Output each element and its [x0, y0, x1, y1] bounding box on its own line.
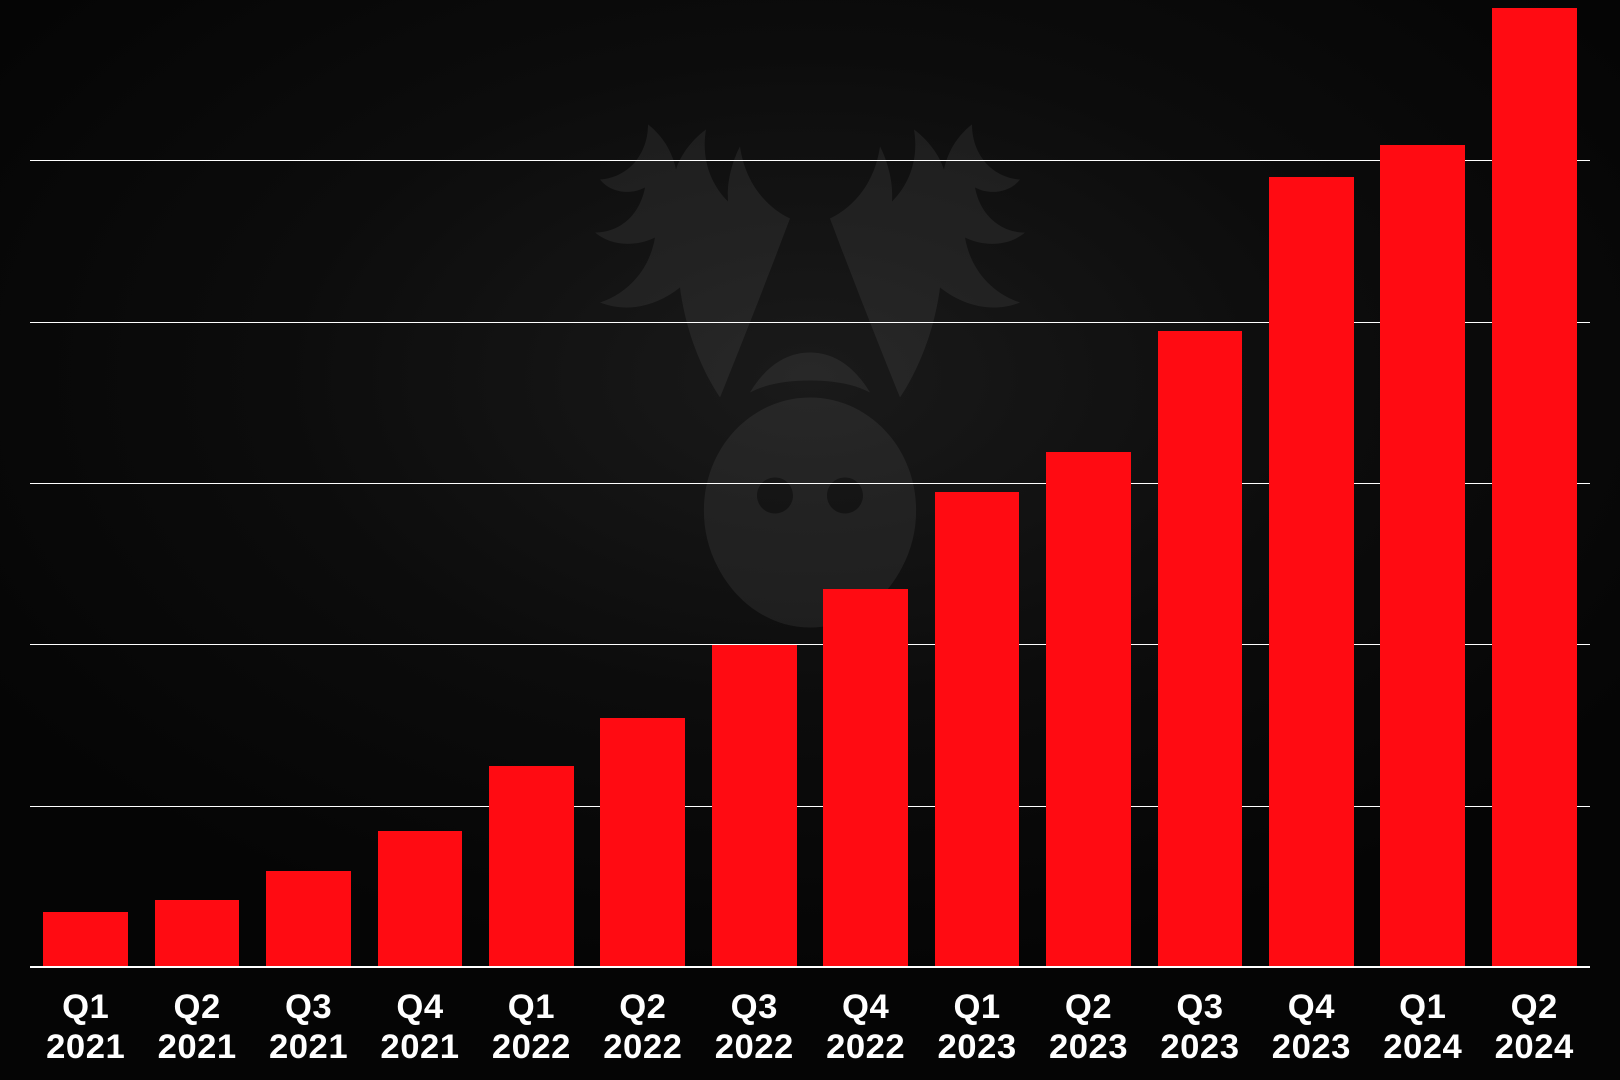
x-axis-label: Q42021: [364, 988, 475, 1068]
x-axis-label: Q32021: [253, 988, 364, 1068]
bar: [1046, 452, 1131, 968]
x-axis-label: Q12021: [30, 988, 141, 1068]
label-year: 2023: [921, 1028, 1032, 1068]
label-year: 2024: [1367, 1028, 1478, 1068]
bar-slot: [476, 0, 587, 968]
x-axis-label: Q32022: [699, 988, 810, 1068]
x-axis-label: Q22022: [587, 988, 698, 1068]
bar: [1492, 8, 1577, 968]
label-year: 2021: [30, 1028, 141, 1068]
bar-slot: [1256, 0, 1367, 968]
bar: [600, 718, 685, 968]
bar: [43, 912, 128, 968]
label-year: 2021: [141, 1028, 252, 1068]
label-quarter: Q2: [1033, 988, 1144, 1028]
label-year: 2021: [253, 1028, 364, 1068]
label-quarter: Q1: [476, 988, 587, 1028]
bar: [1269, 177, 1354, 968]
bar: [266, 871, 351, 968]
label-year: 2024: [1478, 1028, 1589, 1068]
x-axis-label: Q12024: [1367, 988, 1478, 1068]
x-axis-labels: Q12021Q22021Q32021Q42021Q12022Q22022Q320…: [30, 988, 1590, 1068]
label-year: 2023: [1144, 1028, 1255, 1068]
bar-slot: [921, 0, 1032, 968]
bar: [1158, 331, 1243, 968]
bar: [712, 645, 797, 968]
label-quarter: Q4: [364, 988, 475, 1028]
label-year: 2023: [1256, 1028, 1367, 1068]
bar-slot: [699, 0, 810, 968]
x-axis-label: Q22023: [1033, 988, 1144, 1068]
plot-area: [30, 0, 1590, 968]
bar-slot: [141, 0, 252, 968]
bar: [378, 831, 463, 968]
label-year: 2021: [364, 1028, 475, 1068]
bar-slot: [30, 0, 141, 968]
quarterly-bar-chart: Q12021Q22021Q32021Q42021Q12022Q22022Q320…: [0, 0, 1620, 1080]
label-year: 2023: [1033, 1028, 1144, 1068]
x-axis-label: Q22024: [1478, 988, 1589, 1068]
bar-slot: [1367, 0, 1478, 968]
x-axis-label: Q22021: [141, 988, 252, 1068]
bar: [489, 766, 574, 968]
bar-slot: [364, 0, 475, 968]
label-year: 2022: [699, 1028, 810, 1068]
x-axis-label: Q42022: [810, 988, 921, 1068]
x-axis-label: Q12023: [921, 988, 1032, 1068]
label-quarter: Q3: [253, 988, 364, 1028]
bar-slot: [810, 0, 921, 968]
x-axis-label: Q12022: [476, 988, 587, 1068]
label-quarter: Q1: [30, 988, 141, 1028]
bar: [935, 492, 1020, 968]
label-quarter: Q3: [699, 988, 810, 1028]
label-quarter: Q1: [921, 988, 1032, 1028]
label-quarter: Q2: [141, 988, 252, 1028]
bar: [155, 900, 240, 968]
bar-slot: [1033, 0, 1144, 968]
label-quarter: Q1: [1367, 988, 1478, 1028]
x-axis-label: Q42023: [1256, 988, 1367, 1068]
bar: [1380, 145, 1465, 968]
bar-slot: [587, 0, 698, 968]
label-year: 2022: [810, 1028, 921, 1068]
x-axis-label: Q32023: [1144, 988, 1255, 1068]
bar-slot: [1478, 0, 1589, 968]
x-axis-baseline: [30, 966, 1590, 968]
label-year: 2022: [476, 1028, 587, 1068]
label-quarter: Q2: [587, 988, 698, 1028]
label-quarter: Q4: [1256, 988, 1367, 1028]
label-quarter: Q2: [1478, 988, 1589, 1028]
bar-slot: [253, 0, 364, 968]
label-quarter: Q4: [810, 988, 921, 1028]
label-quarter: Q3: [1144, 988, 1255, 1028]
bar-slot: [1144, 0, 1255, 968]
bar: [823, 589, 908, 968]
label-year: 2022: [587, 1028, 698, 1068]
bars-container: [30, 0, 1590, 968]
